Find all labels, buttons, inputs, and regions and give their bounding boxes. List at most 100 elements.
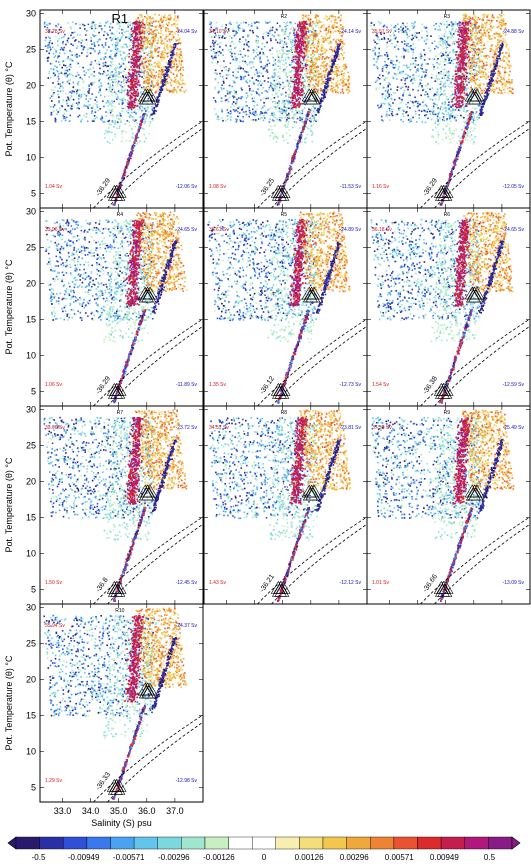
scatter-point	[149, 47, 152, 49]
scatter-point	[310, 39, 313, 41]
scatter-point	[163, 66, 165, 68]
scatter-point	[312, 28, 315, 30]
scatter-point	[111, 91, 114, 94]
scatter-point	[324, 61, 327, 63]
scatter-point	[53, 91, 55, 94]
scatter-point	[44, 25, 46, 28]
scatter-point	[128, 104, 131, 106]
scatter-point	[145, 110, 147, 112]
scatter-point	[44, 45, 47, 47]
scatter-point	[137, 129, 140, 132]
scatter-point	[75, 39, 77, 41]
scatter-point	[301, 17, 304, 20]
scatter-point	[78, 65, 81, 68]
scatter-point	[316, 19, 318, 22]
scatter-point	[117, 90, 120, 92]
scatter-point	[275, 39, 277, 41]
scatter-point	[120, 46, 122, 49]
scatter-point	[133, 38, 136, 40]
scatter-point	[157, 32, 160, 34]
scatter-point	[99, 78, 101, 81]
scatter-point	[235, 68, 237, 71]
scatter-point	[234, 95, 237, 97]
scatter-point	[154, 85, 157, 87]
scatter-point	[71, 92, 73, 94]
scatter-point	[343, 64, 345, 66]
scatter-point	[258, 75, 261, 77]
scatter-point	[50, 113, 53, 116]
scatter-point	[108, 103, 111, 105]
scatter-point	[320, 72, 322, 75]
scatter-point	[281, 54, 283, 56]
scatter-point	[273, 60, 276, 62]
scatter-point	[132, 83, 134, 86]
scatter-point	[132, 24, 134, 27]
scatter-point	[102, 100, 104, 102]
scatter-point	[156, 56, 158, 58]
scatter-point	[91, 21, 94, 23]
scatter-point	[288, 71, 291, 73]
scatter-point	[119, 76, 122, 78]
scatter-point	[127, 103, 130, 106]
scatter-point	[314, 63, 316, 66]
scatter-point	[83, 70, 85, 73]
scatter-point	[135, 38, 138, 41]
scatter-point	[157, 64, 159, 66]
scatter-point	[227, 49, 230, 51]
scatter-point	[92, 21, 95, 24]
scatter-point	[313, 108, 316, 111]
scatter-point	[269, 21, 271, 23]
scatter-point	[290, 79, 292, 81]
scatter-point	[145, 118, 147, 120]
scatter-point	[315, 25, 317, 27]
scatter-point	[160, 77, 163, 79]
scatter-point	[162, 23, 165, 25]
scatter-point	[48, 30, 50, 32]
scatter-point	[48, 50, 51, 53]
scatter-point	[150, 104, 153, 106]
scatter-point	[127, 36, 129, 38]
scatter-point	[113, 203, 116, 205]
scatter-point	[317, 81, 320, 83]
scatter-point	[287, 34, 289, 36]
scatter-point	[339, 83, 341, 86]
scatter-point	[162, 69, 164, 71]
scatter-point	[285, 73, 288, 76]
scatter-point	[107, 69, 109, 72]
scatter-point	[89, 52, 92, 55]
scatter-point	[153, 38, 155, 41]
scatter-point	[128, 52, 131, 55]
scatter-point	[330, 32, 332, 35]
scatter-point	[151, 80, 153, 82]
scatter-point	[115, 80, 118, 83]
scatter-point	[305, 74, 307, 77]
scatter-point	[170, 79, 173, 82]
scatter-point	[130, 48, 132, 50]
scatter-point	[149, 86, 151, 88]
scatter-point	[281, 85, 284, 88]
scatter-point	[322, 65, 324, 67]
scatter-point	[122, 97, 125, 100]
scatter-point	[292, 39, 294, 41]
scatter-point	[324, 51, 327, 53]
scatter-point	[300, 86, 303, 88]
scatter-point	[151, 50, 154, 53]
scatter-point	[321, 46, 323, 49]
scatter-point	[155, 105, 157, 108]
scatter-point	[262, 53, 265, 55]
scatter-point	[163, 47, 165, 49]
scatter-point	[77, 84, 79, 86]
scatter-point	[319, 57, 321, 59]
scatter-point	[212, 39, 214, 42]
scatter-point	[46, 47, 49, 49]
scatter-point	[58, 38, 60, 40]
scatter-point	[132, 25, 134, 28]
scatter-point	[181, 74, 184, 77]
scatter-point	[175, 68, 178, 70]
scatter-point	[63, 113, 65, 116]
scatter-point	[133, 100, 135, 103]
scatter-point	[218, 90, 220, 93]
scatter-point	[289, 98, 292, 100]
scatter-point	[309, 120, 311, 122]
scatter-point	[313, 54, 315, 56]
